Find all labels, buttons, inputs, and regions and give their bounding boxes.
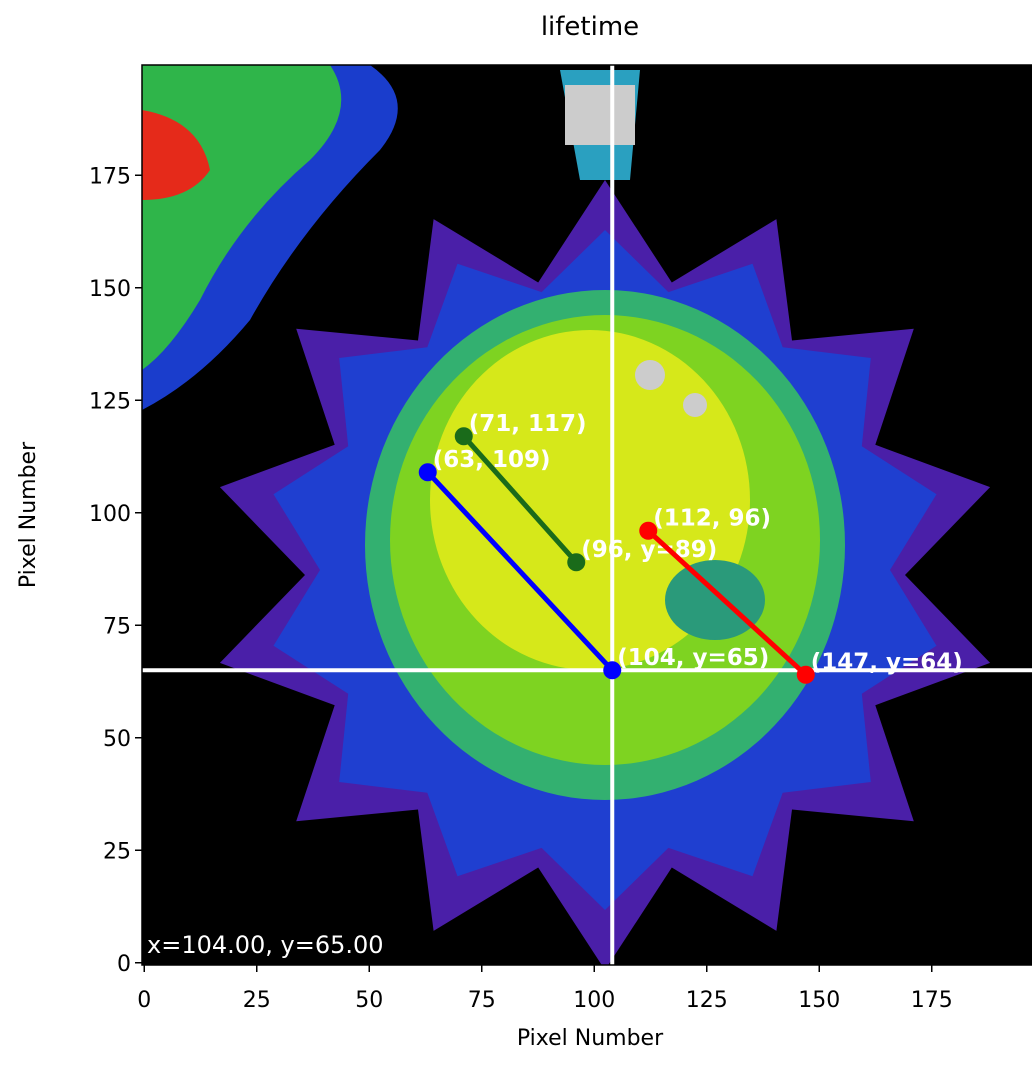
point-label: (71, 117) xyxy=(469,411,587,437)
y-tick-label: 175 xyxy=(89,164,131,189)
segment-line xyxy=(646,528,808,677)
x-tick-label: 0 xyxy=(137,988,151,1013)
point-label: (96, y=89) xyxy=(581,537,717,563)
x-axis-label: Pixel Number xyxy=(517,1026,664,1051)
x-tick-label: 175 xyxy=(911,988,953,1013)
x-tick-label: 50 xyxy=(355,988,383,1013)
x-tick-label: 150 xyxy=(798,988,840,1013)
segment-point xyxy=(454,427,473,446)
saturated xyxy=(635,360,665,390)
status-text: x=104.00, y=65.00 xyxy=(147,931,384,959)
hole xyxy=(665,560,765,640)
y-tick-label: 100 xyxy=(89,502,131,527)
segment-point xyxy=(639,521,658,540)
segment-line xyxy=(425,470,615,673)
chart-title: lifetime xyxy=(541,12,639,42)
segment-line xyxy=(461,434,579,564)
y-axis-label: Pixel Number xyxy=(16,441,41,588)
y-tick-label: 150 xyxy=(89,277,131,302)
x-tick-label: 125 xyxy=(686,988,728,1013)
point-label: (147, y=64) xyxy=(811,649,963,675)
x-tick-label: 100 xyxy=(573,988,615,1013)
segment-point xyxy=(418,463,437,482)
segment-point xyxy=(796,665,815,684)
segment-point xyxy=(603,661,622,680)
y-tick-label: 125 xyxy=(89,389,131,414)
y-tick-label: 0 xyxy=(117,952,131,977)
x-tick-label: 25 xyxy=(243,988,271,1013)
y-tick-label: 25 xyxy=(103,839,131,864)
blob xyxy=(142,110,210,200)
segment-point xyxy=(567,553,586,572)
y-tick-label: 50 xyxy=(103,727,131,752)
axes-frame xyxy=(141,64,1032,966)
y-tick-label: 75 xyxy=(103,614,131,639)
image xyxy=(142,65,1032,965)
point-label: (112, 96) xyxy=(653,505,771,531)
saturated xyxy=(683,393,707,417)
point-label: (104, y=65) xyxy=(617,645,769,671)
x-tick-label: 75 xyxy=(468,988,496,1013)
saturated xyxy=(565,85,635,145)
